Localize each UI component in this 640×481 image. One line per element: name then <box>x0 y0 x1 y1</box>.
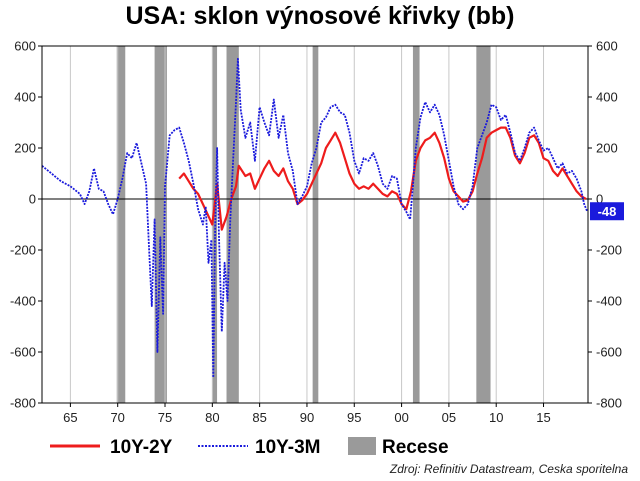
y-tick-label-left: 600 <box>14 39 36 54</box>
plot-frame <box>41 45 589 404</box>
series-line-10y-2y <box>178 126 587 231</box>
x-tick-label: 85 <box>252 410 266 425</box>
legend-label: 10Y-2Y <box>110 437 173 458</box>
y-tick-label-left: 400 <box>14 90 36 105</box>
y-tick-label-right: 0 <box>596 192 603 207</box>
y-tick-label-right: -400 <box>596 294 622 309</box>
y-tick-label-right: 400 <box>596 90 618 105</box>
last-value-label: -48 <box>598 204 617 219</box>
recession-band <box>312 46 319 403</box>
last-value-callout: -48 <box>590 202 624 221</box>
x-tick-label: 70 <box>110 410 124 425</box>
y-axis-left: -800 -600 -400 -200 0 200 400 600 <box>10 39 42 411</box>
series-lines <box>41 57 588 379</box>
recession-band <box>412 46 420 403</box>
y-tick-label-left: 0 <box>29 192 36 207</box>
recession-bands <box>116 46 491 403</box>
x-tick-label: 90 <box>300 410 314 425</box>
grid-lines <box>69 46 545 403</box>
x-axis: 65 70 75 80 85 90 95 00 05 10 15 <box>63 403 551 425</box>
legend-swatch-recese <box>348 437 376 455</box>
y-tick-label-right: 600 <box>596 39 618 54</box>
recession-band <box>476 46 491 403</box>
series-line-10y-3m <box>41 57 588 379</box>
chart-title: USA: sklon výnosové křivky (bb) <box>125 2 515 30</box>
legend: 10Y-2Y 10Y-3M Recese <box>50 437 449 458</box>
x-tick-label: 95 <box>347 410 361 425</box>
y-tick-label-right: -800 <box>596 396 622 411</box>
x-tick-label: 15 <box>536 410 550 425</box>
recession-band <box>226 46 239 403</box>
y-tick-label-left: -800 <box>10 396 36 411</box>
x-tick-label: 05 <box>442 410 456 425</box>
x-tick-label: 00 <box>394 410 408 425</box>
source-note: Zdroj: Refinitiv Datastream, Ceska spori… <box>389 462 628 476</box>
last-value-box <box>590 202 624 221</box>
x-tick-label: 80 <box>205 410 219 425</box>
x-tick-label: 75 <box>158 410 172 425</box>
x-tick-label: 65 <box>63 410 77 425</box>
y-tick-label-left: -600 <box>10 345 36 360</box>
legend-label: 10Y-3M <box>255 437 320 458</box>
y-tick-label-right: -200 <box>596 243 622 258</box>
y-axis-right: -800 -600 -400 -200 0 200 400 600 <box>588 39 622 411</box>
y-tick-label-right: -600 <box>596 345 622 360</box>
y-tick-label-left: 200 <box>14 141 36 156</box>
x-tick-label: 10 <box>489 410 503 425</box>
legend-label: Recese <box>382 437 449 458</box>
y-tick-label-left: -400 <box>10 294 36 309</box>
recession-band <box>116 46 126 403</box>
y-tick-label-left: -200 <box>10 243 36 258</box>
y-tick-label-right: 200 <box>596 141 618 156</box>
